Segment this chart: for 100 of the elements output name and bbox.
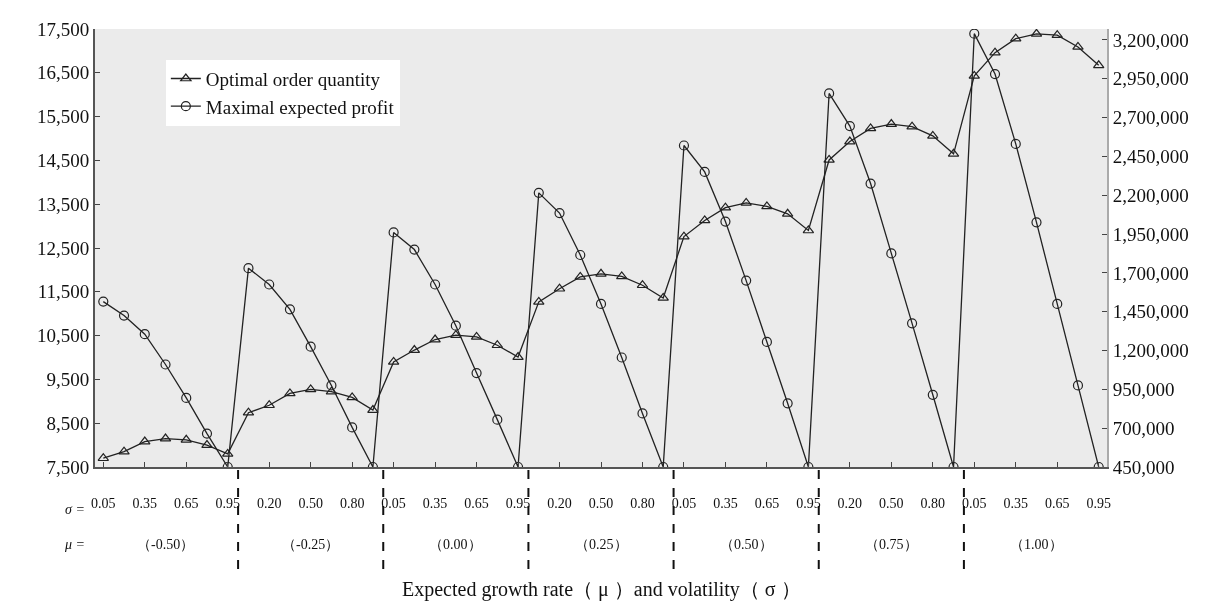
y-tick-label: 8,500 xyxy=(46,412,90,434)
point xyxy=(927,130,939,139)
point xyxy=(989,68,1001,80)
point xyxy=(575,249,586,261)
x-tick-label: 0.65 xyxy=(464,495,489,511)
x-axis-title: Expected growth rate（ μ ）and volatility（ σ ） xyxy=(402,578,801,601)
point xyxy=(471,367,482,379)
x-tick-label: 0.05 xyxy=(671,495,697,511)
point xyxy=(118,446,130,455)
y2-tick-label: 700,000 xyxy=(1112,417,1175,439)
legend-label: Maximal expected profit xyxy=(205,96,395,118)
y2-tick-label: 1,950,000 xyxy=(1112,223,1189,245)
point xyxy=(429,334,441,343)
x-tick-label: 0.05 xyxy=(91,495,116,511)
point xyxy=(865,178,876,189)
text: （-0.50） xyxy=(137,537,195,552)
point xyxy=(906,121,918,130)
point xyxy=(637,408,648,419)
x-tick-label: 0.20 xyxy=(837,495,863,511)
point xyxy=(1010,138,1021,150)
point xyxy=(595,268,607,277)
y-tick-label: 10,500 xyxy=(36,325,90,347)
point xyxy=(1072,380,1084,391)
x-tick-label: 0.80 xyxy=(339,495,365,511)
x-tick-label: 0.50 xyxy=(298,495,323,511)
x-tick-label: 0.05 xyxy=(962,495,987,511)
point xyxy=(450,320,461,331)
point xyxy=(699,166,710,177)
x-tick-label: 0.65 xyxy=(1044,495,1070,511)
point xyxy=(450,330,462,339)
y-tick-label: 9,500 xyxy=(46,369,90,391)
x-tick-label: 0.20 xyxy=(256,495,282,511)
point xyxy=(512,351,524,360)
point xyxy=(118,310,130,321)
point xyxy=(678,140,690,151)
y2-tick-label: 2,200,000 xyxy=(1112,184,1189,206)
y2-tick-label: 1,700,000 xyxy=(1112,262,1189,284)
point xyxy=(740,197,752,206)
point xyxy=(284,388,296,397)
text: （0.00） xyxy=(429,537,482,552)
text: （0.75） xyxy=(865,537,918,552)
y-tick-label: 7,500 xyxy=(46,456,90,478)
point xyxy=(98,296,109,307)
y-tick-label: 14,500 xyxy=(36,150,90,172)
y-tick-label: 17,500 xyxy=(36,18,90,40)
x-tick-label: 0.35 xyxy=(422,495,448,511)
x-tick-label: 0.95 xyxy=(505,495,531,511)
y2-tick-label: 1,200,000 xyxy=(1112,340,1189,362)
point xyxy=(492,414,503,425)
y2-tick-label: 2,950,000 xyxy=(1112,68,1189,90)
y-tick-label: 11,500 xyxy=(37,281,90,303)
y2-tick-label: 1,450,000 xyxy=(1112,301,1189,323)
point xyxy=(201,428,213,439)
point xyxy=(139,329,150,340)
point xyxy=(181,392,192,403)
point xyxy=(554,207,565,219)
point xyxy=(844,120,855,132)
point xyxy=(720,216,731,227)
point xyxy=(824,88,835,99)
point xyxy=(761,336,772,348)
x-tick-label: 0.65 xyxy=(754,495,780,511)
x-tick-label: 0.35 xyxy=(132,495,158,511)
point xyxy=(284,304,296,315)
text: μ = xyxy=(64,537,85,552)
x-tick-label: 0.35 xyxy=(1003,495,1028,511)
text: σ = xyxy=(65,502,85,517)
point xyxy=(761,201,773,210)
x-tick-label: 0.65 xyxy=(174,495,199,511)
text: （1.00） xyxy=(1010,537,1063,552)
x-tick-label: 0.50 xyxy=(588,495,614,511)
y-tick-label: 15,500 xyxy=(36,106,90,128)
text: （-0.25） xyxy=(282,537,340,552)
legend-label: Optimal order quantity xyxy=(205,68,381,90)
y2-tick-label: 450,000 xyxy=(1112,456,1175,478)
point xyxy=(160,359,171,370)
x-tick-label: 0.50 xyxy=(879,495,904,511)
point xyxy=(388,227,399,238)
point xyxy=(409,244,420,255)
x-tick-label: 0.35 xyxy=(713,495,738,511)
y2-tick-label: 2,700,000 xyxy=(1112,107,1189,129)
point xyxy=(263,400,275,409)
point xyxy=(595,298,607,310)
y-tick-label: 13,500 xyxy=(36,193,90,215)
x-tick-label: 0.80 xyxy=(920,495,946,511)
text: （0.50） xyxy=(720,537,773,552)
point xyxy=(886,248,897,259)
point xyxy=(782,398,793,409)
y-tick-label: 12,500 xyxy=(36,237,90,259)
point xyxy=(616,352,627,363)
point xyxy=(346,392,358,401)
text: （0.25） xyxy=(575,537,628,552)
point xyxy=(989,47,1001,56)
y-tick-label: 16,500 xyxy=(36,62,90,84)
point xyxy=(264,279,275,290)
point xyxy=(823,154,835,163)
point xyxy=(1072,41,1084,50)
point xyxy=(844,136,856,145)
point xyxy=(678,231,690,240)
point xyxy=(927,389,938,400)
point xyxy=(1031,217,1042,228)
